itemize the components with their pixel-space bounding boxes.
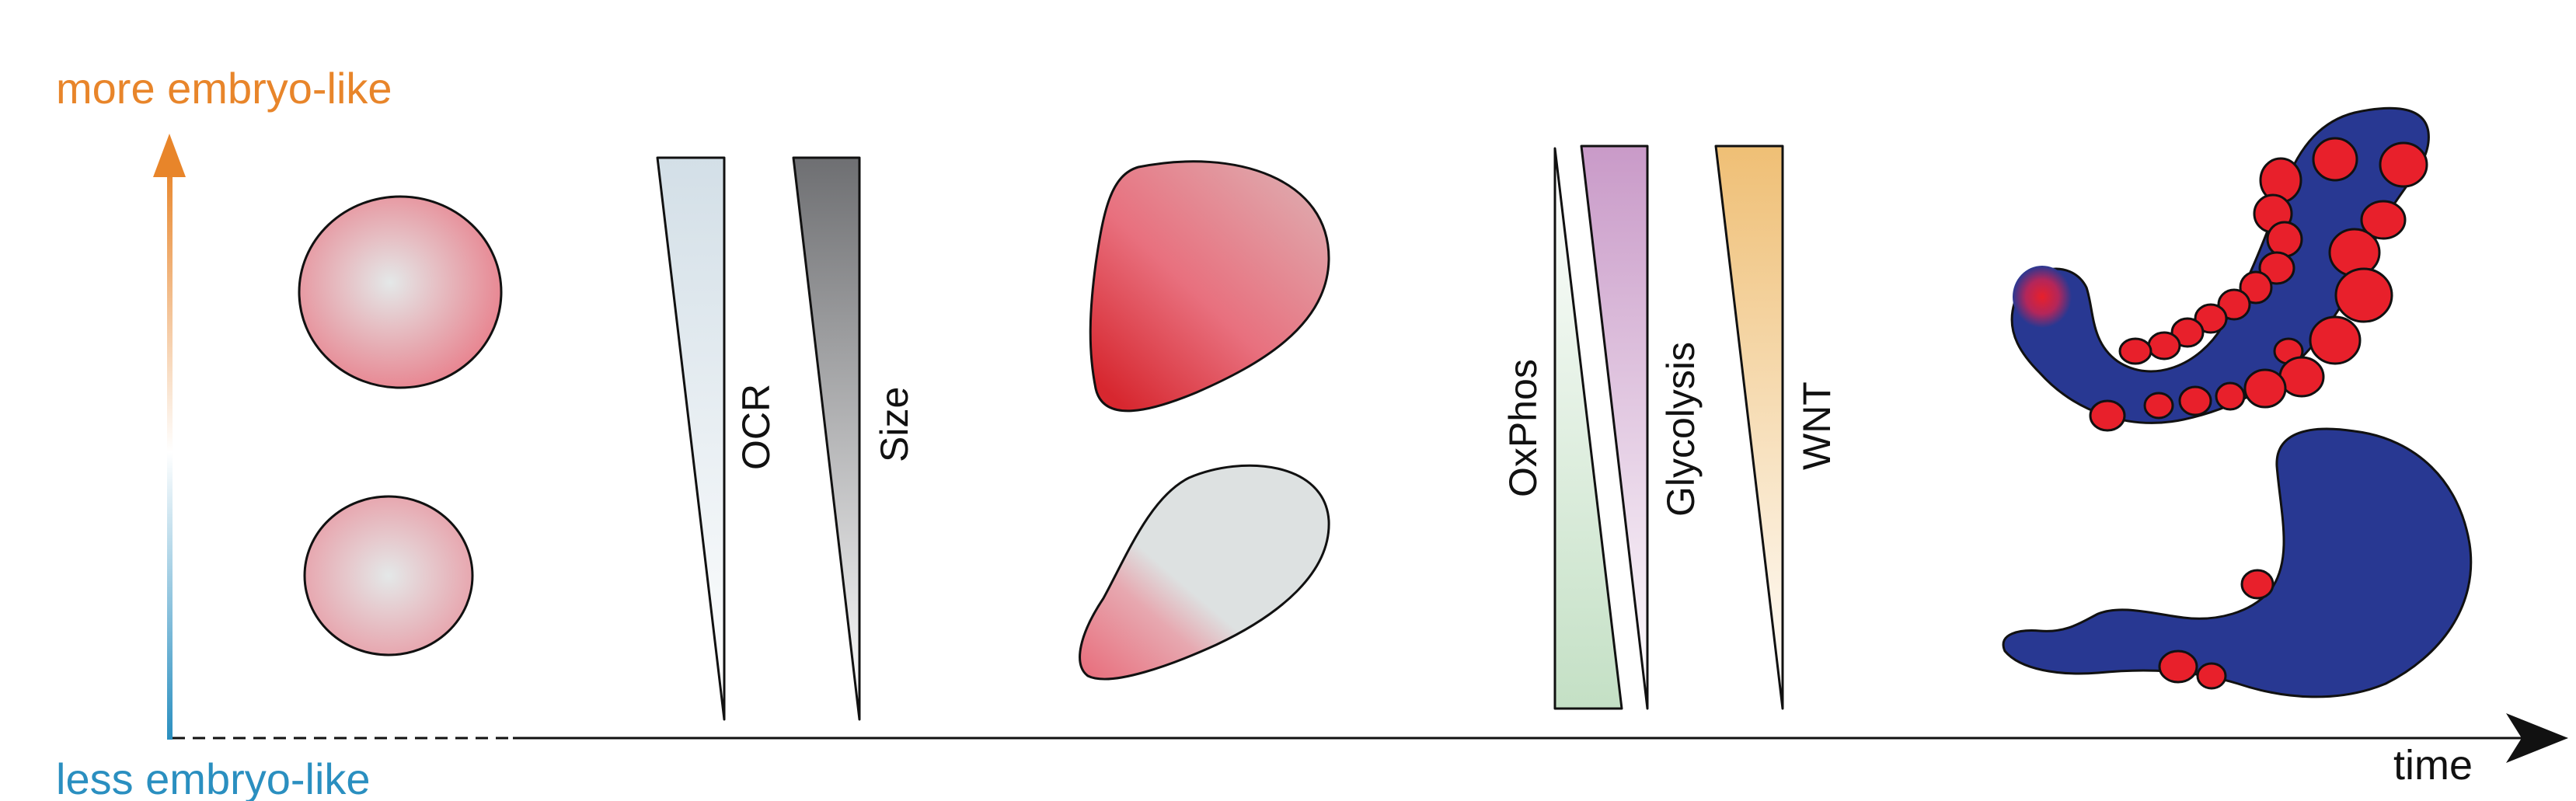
ocr-label: OCR <box>734 384 778 470</box>
glycolysis-wedge: Glycolysis <box>1580 145 1703 710</box>
size-label: Size <box>873 387 916 462</box>
size-wedge: Size <box>792 156 916 721</box>
elongating-aggregate-pink <box>1089 160 1330 413</box>
elongating-aggregate-pale <box>1079 464 1330 681</box>
top-axis-label: more embryo-like <box>56 64 392 113</box>
bottom-axis-label: less embryo-like <box>56 754 371 801</box>
embryo-likeness-axis <box>153 134 186 740</box>
time-axis <box>173 713 2568 763</box>
time-label: time <box>2393 742 2473 789</box>
ocr-wedge: OCR <box>656 156 778 721</box>
axis-arrowhead-up-icon <box>153 134 186 177</box>
oxphos-label: OxPhos <box>1501 359 1545 497</box>
gastruloid-without-somites <box>2002 427 2473 698</box>
spheroid-large <box>298 195 503 389</box>
glycolysis-label: Glycolysis <box>1659 342 1703 517</box>
gastruloid-with-somites <box>2010 106 2430 432</box>
wnt-label: WNT <box>1795 381 1839 470</box>
wnt-wedge: WNT <box>1714 145 1839 710</box>
few-somites <box>2158 569 2274 690</box>
spheroid-small <box>303 495 474 656</box>
oxphos-wedge: OxPhos <box>1501 147 1623 710</box>
somites <box>2089 137 2428 432</box>
time-arrowhead-icon <box>2506 713 2568 763</box>
